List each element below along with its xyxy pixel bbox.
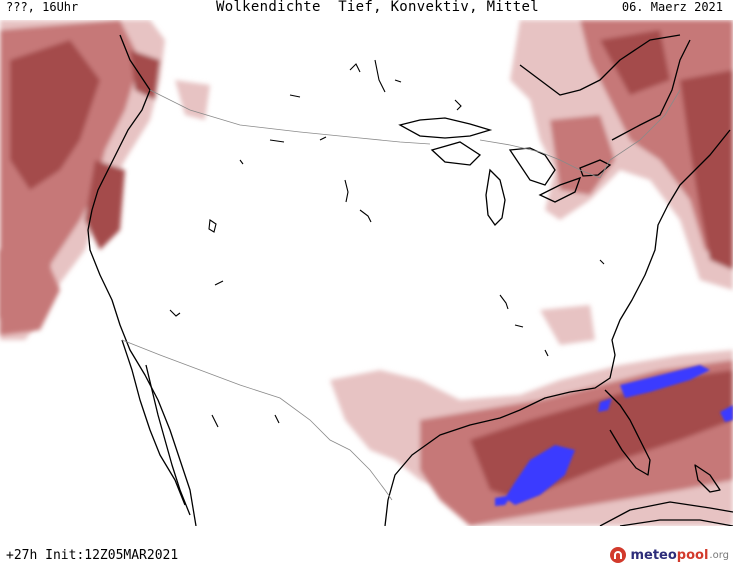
logo-text-pool: pool <box>676 547 709 563</box>
cloud-density-map <box>0 20 733 526</box>
model-run-info: +27h Init:12Z05MAR2021 <box>6 548 179 563</box>
meteopool-globe-icon <box>610 547 627 563</box>
coastlines <box>87 34 733 526</box>
meteopool-logo[interactable]: meteo pool .org <box>609 544 729 566</box>
map-title: Wolkendichte Tief, Konvektiv, Mittel <box>216 0 539 15</box>
forecast-date: 06. Maerz 2021 <box>621 0 723 14</box>
political-borders <box>121 89 681 501</box>
logo-text-meteo: meteo <box>630 547 677 563</box>
inland-waters <box>169 59 605 428</box>
map-footer: +27h Init:12Z05MAR2021 meteo pool .org <box>0 526 733 566</box>
valid-time-label: ???, 16Uhr <box>6 0 79 14</box>
cloud-layer-northeast <box>510 20 733 290</box>
map-header: ???, 16Uhr Wolkendichte Tief, Konvektiv,… <box>0 0 733 20</box>
great-lakes <box>398 117 612 227</box>
convective-cells <box>495 365 733 506</box>
logo-text-domain: .org <box>709 549 729 561</box>
